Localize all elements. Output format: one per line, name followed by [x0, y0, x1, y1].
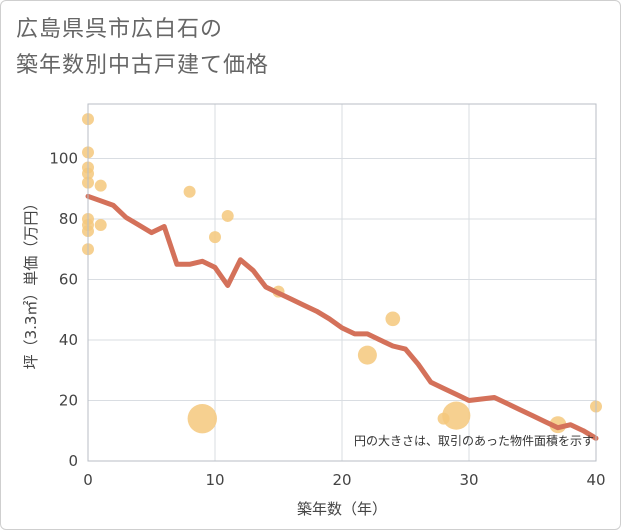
y-axis-ticks: 0 20 40 60 80 100 [49, 149, 78, 470]
y-tick-label: 80 [59, 210, 78, 228]
data-point [183, 185, 196, 198]
y-tick-label: 60 [59, 270, 78, 288]
title-line-1: 広島県呉市広白石の [16, 17, 224, 42]
y-tick-label: 40 [59, 331, 78, 349]
y-axis-label: 坪（3.3㎡）単価（万円） [22, 196, 40, 370]
data-point [442, 401, 471, 430]
y-tick-label: 0 [68, 452, 78, 470]
x-axis-ticks: 0 10 20 30 40 [83, 471, 605, 489]
x-axis-label: 築年数（年） [297, 500, 387, 518]
x-tick-label: 30 [459, 471, 478, 489]
data-point [209, 231, 221, 244]
data-point [187, 403, 217, 434]
x-tick-label: 40 [586, 471, 605, 489]
plot-frame [87, 103, 597, 462]
title-line-2: 築年数別中古戸建て価格 [16, 53, 270, 78]
data-point [357, 345, 377, 365]
trend-line [85, 193, 599, 441]
y-tick-label: 20 [59, 391, 78, 409]
x-tick-label: 0 [83, 471, 93, 489]
data-point [385, 311, 401, 327]
bubble-size-note: 円の大きさは、取引のあった物件面積を示す [354, 433, 594, 448]
y-tick-label: 100 [49, 149, 78, 167]
data-point [94, 179, 107, 192]
x-tick-label: 10 [205, 471, 224, 489]
chart-title: 広島県呉市広白石の 築年数別中古戸建て価格 [16, 12, 269, 84]
data-point [221, 209, 234, 222]
data-point [94, 219, 107, 232]
x-tick-label: 20 [332, 471, 351, 489]
